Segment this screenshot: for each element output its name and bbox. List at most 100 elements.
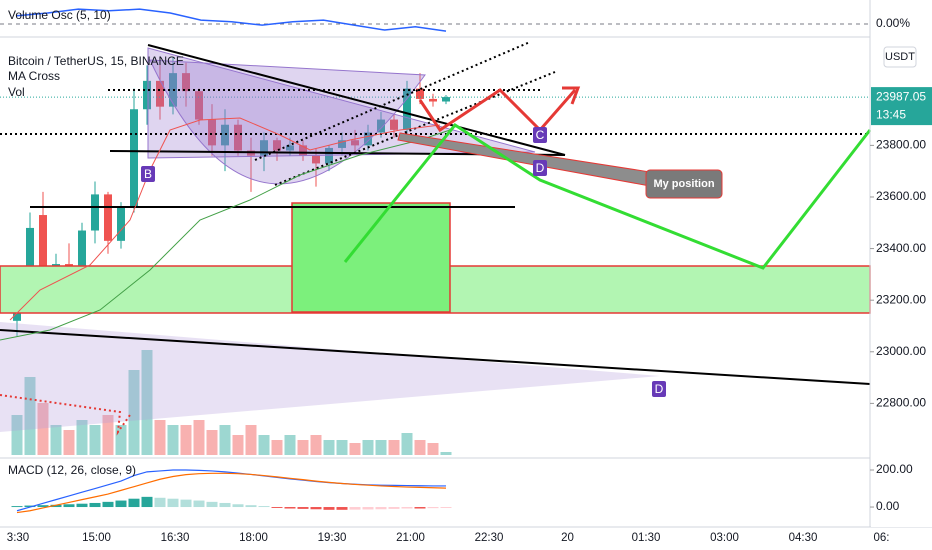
macd-histogram: [388, 507, 400, 509]
candle-body: [78, 230, 86, 280]
last-price: 23987.05: [876, 89, 926, 103]
candle-body: [286, 145, 294, 151]
x-tick-label: 15:00: [82, 532, 111, 544]
annotation: C: [536, 128, 545, 142]
x-tick-label: 04:30: [789, 532, 818, 544]
ma-fast: [9, 117, 441, 321]
macd-histogram: [440, 507, 452, 508]
triangle: [147, 47, 536, 159]
macd-histogram: [245, 505, 257, 508]
macd-histogram: [193, 500, 205, 508]
macd-histogram: [284, 507, 296, 509]
candle-body: [39, 215, 47, 301]
volume-bar: [232, 435, 244, 455]
volume-bar: [310, 435, 322, 455]
indicator-legend: Vol: [8, 85, 25, 99]
volume-bar: [89, 425, 101, 455]
volume-bar: [63, 430, 75, 455]
macd-histogram: [427, 507, 439, 509]
annotation: My position: [653, 178, 714, 190]
symbol-title: Bitcoin / TetherUS, 15, BINANCE: [8, 54, 184, 68]
volume-bar: [115, 425, 127, 455]
candle-body: [143, 80, 151, 110]
macd-histogram: [180, 499, 192, 508]
position-arrow: [397, 132, 651, 187]
macd-histogram: [362, 507, 374, 510]
volume-bar: [206, 430, 218, 455]
osc-legend: Volume Osc (5, 10): [8, 8, 111, 22]
y-tick-label: 0.00: [876, 499, 900, 513]
y-tick-label: 23600.00: [876, 189, 926, 203]
x-tick-label: 22:30: [475, 532, 504, 544]
x-tick-label: 19:30: [318, 532, 347, 544]
y-tick-label: 0.00%: [876, 16, 910, 30]
macd-histogram: [89, 502, 101, 508]
macd-histogram: [297, 507, 309, 509]
macd-histogram: [115, 500, 127, 508]
volume-bar: [401, 433, 413, 455]
macd-histogram: [141, 496, 153, 508]
macd-histogram: [11, 506, 23, 508]
volume-bar: [50, 425, 62, 455]
macd-histogram: [219, 502, 231, 508]
candle-body: [182, 73, 190, 92]
macd-histogram: [323, 507, 335, 510]
volume-bar: [167, 425, 179, 455]
volume-bar: [271, 440, 283, 455]
volume-bar: [388, 440, 400, 455]
candle-body: [442, 97, 450, 102]
volume-bar: [323, 440, 335, 455]
volume-bar: [414, 440, 426, 455]
x-tick-label: 20: [561, 532, 574, 544]
osc-line: [16, 8, 447, 32]
candle-body: [260, 140, 268, 156]
x-tick-label: 01:30: [632, 532, 661, 544]
marker: [652, 381, 666, 397]
macd-histogram: [50, 504, 62, 508]
candle-body: [195, 91, 203, 120]
candle-body: [221, 124, 229, 146]
volume-bar: [245, 425, 257, 455]
volume-bar: [219, 425, 231, 455]
macd-histogram: [167, 498, 179, 508]
volume-bar: [284, 435, 296, 455]
currency-button[interactable]: [883, 46, 917, 68]
volume-bar: [154, 420, 166, 455]
macd-histogram: [154, 497, 166, 508]
candle-body: [234, 124, 242, 151]
candle-body: [377, 119, 385, 133]
volume-bar: [375, 440, 387, 455]
macd-legend: MACD (12, 26, close, 9): [8, 463, 136, 477]
candle-body: [91, 194, 99, 231]
indicator-legend: MA Cross: [8, 69, 60, 83]
x-tick-label: 3:30: [7, 532, 29, 544]
volume-bar: [336, 440, 348, 455]
currency[interactable]: USDT: [885, 51, 915, 63]
candle-body: [104, 194, 112, 241]
drawings: My position B C D D: [0, 41, 872, 436]
macd-histogram: [414, 507, 426, 509]
y-tick-label: 23200.00: [876, 292, 926, 306]
trendline: [0, 329, 871, 385]
candle-body: [416, 88, 424, 99]
y-tick-label: 23800.00: [876, 138, 926, 152]
y-tick-label: 200.00: [876, 462, 913, 476]
macd-histogram: [232, 504, 244, 508]
annotation: B: [144, 167, 152, 181]
candle-body: [429, 98, 437, 102]
countdown: 13:45: [876, 107, 906, 121]
ma-slow: [0, 129, 451, 341]
volume-bar: [76, 420, 88, 455]
x-tick-label: 16:30: [161, 532, 190, 544]
marker: [141, 166, 155, 182]
volume-bar: [258, 435, 270, 455]
macd-histogram: [102, 501, 114, 508]
arrow-head: [562, 86, 581, 105]
candle-body: [117, 207, 125, 241]
macd-histogram: [336, 507, 348, 510]
macd-histogram: [349, 507, 361, 510]
projection: [343, 123, 872, 270]
marker: [533, 160, 547, 176]
volume-bar: [427, 443, 439, 455]
